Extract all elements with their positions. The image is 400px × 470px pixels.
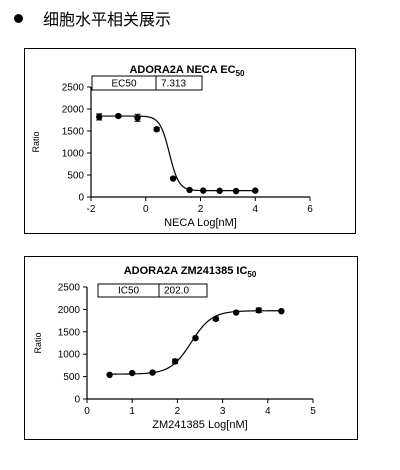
data-point bbox=[106, 371, 113, 379]
chart-title-main: ADORA2A ZM241385 IC bbox=[124, 265, 248, 277]
data-point bbox=[134, 114, 141, 122]
x-tick-label: 5 bbox=[310, 406, 316, 417]
section-heading-text: 细胞水平相关展示 bbox=[43, 10, 172, 29]
x-tick-label: 6 bbox=[307, 204, 313, 215]
data-point bbox=[212, 315, 220, 323]
data-point bbox=[171, 358, 179, 365]
y-tick-label: 500 bbox=[63, 372, 80, 383]
data-point bbox=[129, 369, 136, 377]
y-axis-label: Ratio bbox=[31, 131, 41, 152]
fit-value: 202.0 bbox=[164, 286, 189, 297]
data-point bbox=[186, 186, 193, 194]
y-tick-label: 1500 bbox=[58, 327, 81, 338]
section-heading: 细胞水平相关展示 bbox=[14, 6, 171, 30]
chart-title-subscript: 50 bbox=[247, 270, 256, 279]
bullet-icon bbox=[14, 13, 23, 23]
data-point bbox=[169, 175, 177, 182]
fit-curve bbox=[109, 310, 282, 375]
fit-results-table bbox=[97, 283, 208, 298]
x-tick-label: 0 bbox=[84, 406, 90, 417]
x-axis-label: NECA Log[nM] bbox=[164, 217, 237, 229]
y-tick-label: 0 bbox=[78, 193, 84, 204]
y-tick-label: 2000 bbox=[62, 105, 85, 116]
fit-results-table bbox=[91, 75, 203, 91]
x-tick-label: 3 bbox=[220, 406, 226, 417]
y-tick-label: 1000 bbox=[62, 149, 85, 160]
y-tick-label: 1500 bbox=[62, 127, 85, 138]
y-tick-label: 2000 bbox=[58, 305, 81, 316]
data-point bbox=[96, 113, 103, 121]
x-axis-label: ZM241385 Log[nM] bbox=[152, 419, 247, 431]
data-point bbox=[153, 126, 160, 133]
x-tick-label: 2 bbox=[175, 406, 181, 417]
data-point bbox=[216, 187, 223, 195]
data-point bbox=[149, 369, 156, 376]
x-tick-label: 4 bbox=[265, 406, 271, 417]
x-tick-label: -2 bbox=[87, 204, 96, 215]
chart-title: ADORA2A ZM241385 IC50 bbox=[124, 265, 257, 279]
chart-title: ADORA2A NECA EC50 bbox=[129, 64, 245, 78]
fit-label: EC50 bbox=[111, 79, 136, 90]
fit-label: IC50 bbox=[118, 286, 140, 297]
fit-curve bbox=[99, 115, 256, 192]
data-point bbox=[232, 309, 240, 316]
y-tick-label: 500 bbox=[67, 171, 84, 182]
data-point bbox=[252, 187, 259, 194]
chart-title-main: ADORA2A NECA EC bbox=[129, 64, 235, 76]
fit-value: 7.313 bbox=[161, 79, 186, 90]
data-point bbox=[115, 112, 122, 120]
chart-title-subscript: 50 bbox=[236, 69, 245, 78]
x-tick-label: 1 bbox=[129, 406, 135, 417]
data-point bbox=[255, 307, 262, 314]
x-tick-label: 4 bbox=[252, 204, 258, 215]
data-point bbox=[200, 187, 207, 194]
data-point bbox=[232, 187, 240, 195]
x-tick-label: 2 bbox=[198, 204, 204, 215]
data-point bbox=[278, 307, 285, 315]
x-tick-label: 0 bbox=[143, 204, 149, 215]
data-point bbox=[192, 334, 199, 342]
y-tick-label: 2500 bbox=[62, 83, 85, 94]
y-axis-label: Ratio bbox=[33, 332, 43, 353]
ec50-chart-panel: ADORA2A NECA EC50 EC50 7.313 0 500 1000 1500 20… bbox=[24, 48, 356, 234]
y-tick-label: 0 bbox=[74, 395, 80, 406]
ic50-chart-panel: ADORA2A ZM241385 IC50 IC50 202.0 0 500 1000 15… bbox=[24, 256, 358, 440]
y-tick-label: 2500 bbox=[58, 283, 81, 294]
y-tick-label: 1000 bbox=[58, 350, 81, 361]
